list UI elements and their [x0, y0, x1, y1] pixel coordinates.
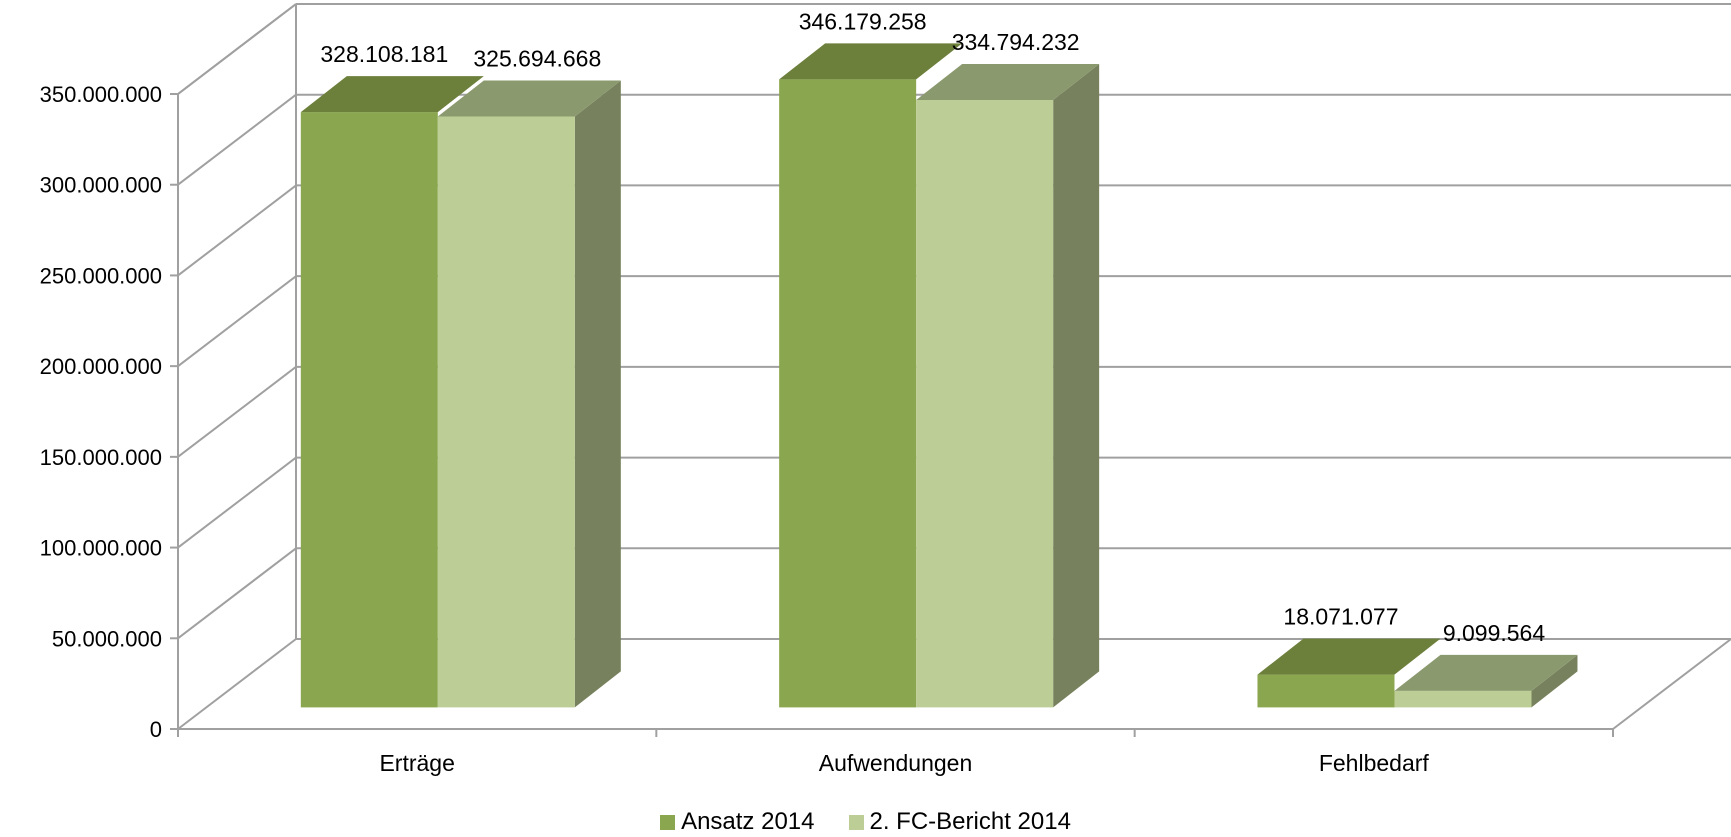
x-tick-label: Erträge — [379, 750, 454, 776]
legend-item-series-1: Ansatz 2014 — [660, 808, 815, 836]
y-tick-label: 200.000.000 — [40, 354, 162, 379]
y-tick-label: 100.000.000 — [40, 536, 162, 561]
legend-swatch-series-2 — [848, 814, 864, 830]
x-tick-label: Aufwendungen — [819, 750, 972, 776]
legend-label-series-2: 2. FC-Bericht 2014 — [869, 808, 1071, 835]
y-tick-label: 0 — [150, 717, 162, 742]
bar — [916, 99, 1054, 708]
data-label: 9.099.564 — [1443, 620, 1546, 646]
legend: Ansatz 2014 2. FC-Bericht 2014 — [0, 808, 1731, 836]
bars-layer — [300, 43, 1578, 708]
legend-item-series-2: 2. FC-Bericht 2014 — [848, 808, 1071, 836]
y-tick-label: 150.000.000 — [40, 445, 162, 470]
legend-label-series-1: Ansatz 2014 — [681, 808, 815, 835]
grid-diagonal — [177, 275, 297, 367]
grid-diagonal — [177, 366, 297, 458]
bar-side — [1531, 654, 1578, 708]
bar-top — [437, 80, 621, 117]
legend-swatch-series-1 — [660, 814, 676, 830]
y-tick-label: 300.000.000 — [40, 173, 162, 198]
grid-diagonal — [177, 638, 297, 730]
bar-top — [1394, 654, 1578, 691]
data-label: 325.694.668 — [473, 45, 601, 71]
axis-layer: 0 50.000.000 100.000.000 150.000.000 200.000… — [40, 82, 1614, 776]
grid-diagonal — [177, 547, 297, 640]
bar-side — [1053, 63, 1100, 708]
bar — [779, 79, 917, 708]
bar-top — [779, 43, 963, 80]
bar — [1394, 690, 1532, 708]
bar-top — [916, 63, 1100, 100]
grid-diagonal — [177, 456, 297, 549]
data-label: 328.108.181 — [320, 41, 448, 67]
grid-diagonal — [177, 93, 297, 186]
bar-top — [1257, 638, 1441, 675]
data-label: 346.179.258 — [799, 8, 927, 34]
data-label: 18.071.077 — [1283, 604, 1398, 630]
y-tick-label: 350.000.000 — [40, 82, 162, 107]
data-label: 334.794.232 — [952, 29, 1080, 55]
y-tick-label: 50.000.000 — [52, 626, 162, 651]
grid-diagonal — [177, 3, 297, 95]
bar-side — [574, 80, 621, 708]
y-tick-label: 250.000.000 — [40, 263, 162, 288]
bar — [300, 112, 438, 708]
x-tick-label: Fehlbedarf — [1319, 750, 1430, 776]
floor-edge — [1612, 638, 1731, 730]
bar — [437, 116, 575, 708]
bar — [1257, 674, 1395, 708]
labels-layer: 328.108.181 325.694.668 346.179.258 334.794… — [320, 8, 1545, 646]
grid-diagonal — [177, 184, 297, 277]
bar-top — [300, 76, 484, 113]
